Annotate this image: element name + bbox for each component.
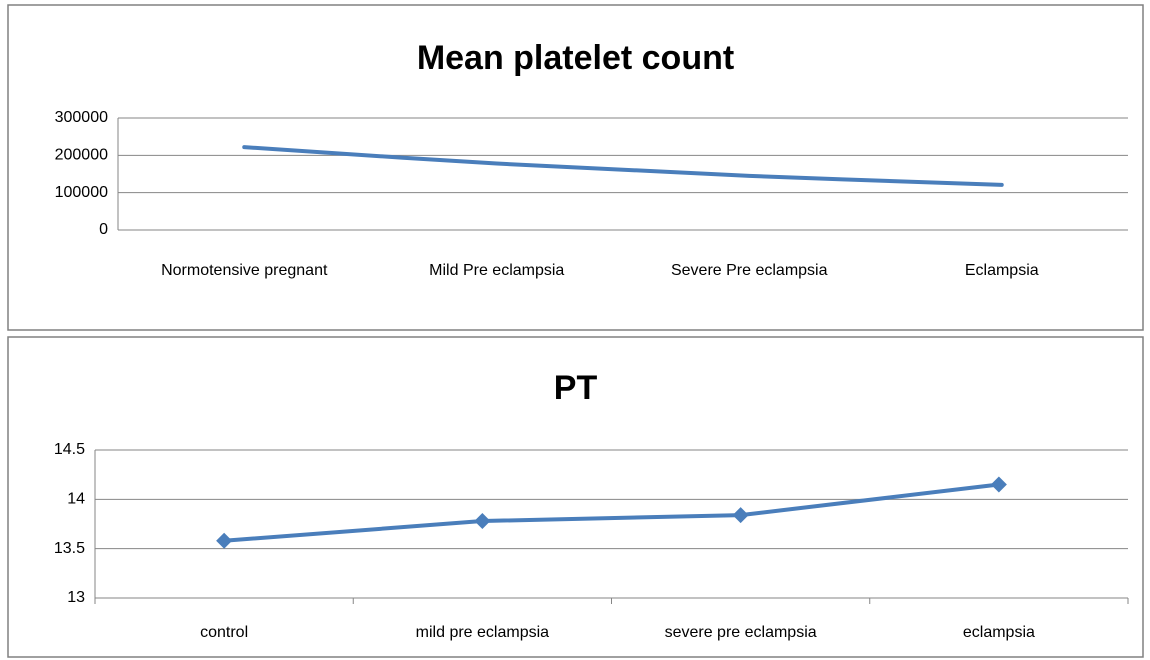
chart-title: Mean platelet count (417, 39, 734, 77)
x-tick-label: Mild Pre eclampsia (429, 262, 565, 279)
x-tick-label: control (200, 624, 249, 641)
y-tick-label: 14 (67, 491, 85, 508)
line (242, 145, 1004, 187)
x-tick-label: Normotensive pregnant (161, 262, 328, 279)
x-tick-label: severe pre eclampsia (664, 624, 817, 641)
marker (732, 507, 749, 524)
x-tick-label: eclampsia (962, 624, 1035, 641)
marker (990, 476, 1007, 493)
marker (216, 532, 233, 549)
x-tick-label: Eclampsia (964, 262, 1039, 279)
line (222, 482, 1001, 543)
y-tick-label: 13.5 (54, 540, 85, 557)
y-tick-label: 14.5 (54, 441, 85, 458)
y-tick-label: 300000 (55, 109, 108, 126)
chart-title: PT (554, 369, 598, 407)
x-tick-label: mild pre eclampsia (415, 624, 550, 641)
x-tick-label: Severe Pre eclampsia (670, 262, 828, 279)
y-tick-label: 200000 (55, 147, 108, 164)
y-tick-label: 13 (67, 589, 85, 606)
y-tick-label: 100000 (55, 184, 108, 201)
marker (474, 513, 491, 530)
chart-frame (7, 336, 1144, 658)
y-tick-label: 0 (99, 221, 108, 238)
